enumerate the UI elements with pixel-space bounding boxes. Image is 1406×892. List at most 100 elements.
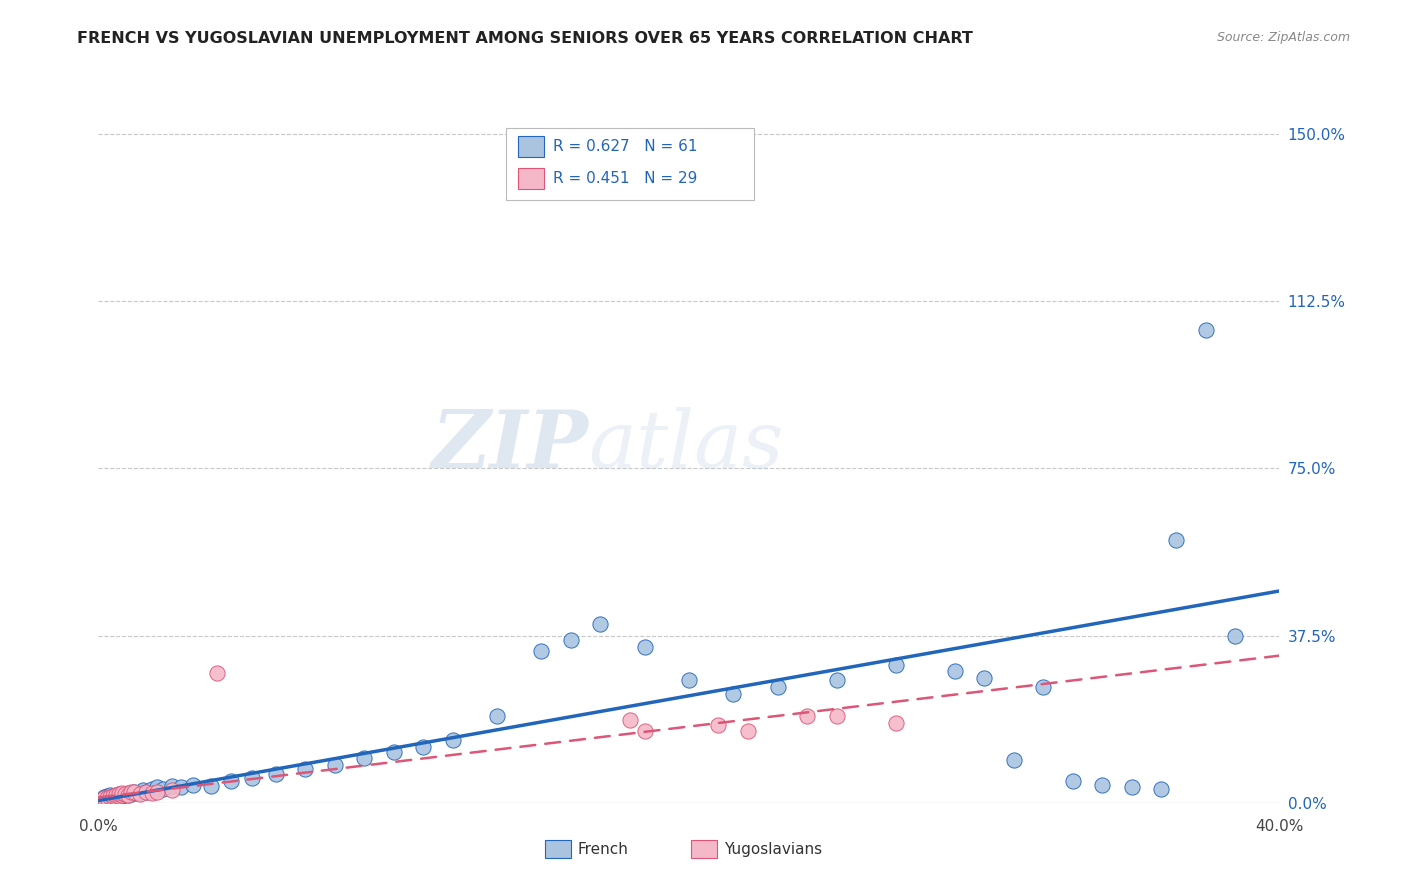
Point [103,789,125,804]
Point [152,782,174,797]
Text: ZIP: ZIP [432,408,589,484]
Point [111,789,134,804]
Point [441,733,464,747]
Point [98,790,121,805]
Point [135,785,157,799]
Point [1121,780,1143,795]
Point [589,617,612,632]
Point [723,687,745,701]
Text: R = 0.627   N = 61: R = 0.627 N = 61 [553,139,697,153]
Point [122,785,145,799]
Point [103,791,125,805]
Bar [692,840,717,858]
Point [1166,533,1188,547]
Point [117,788,139,802]
Point [323,758,346,772]
Point [353,751,375,765]
Point [146,780,169,795]
Point [114,787,136,801]
Point [114,787,136,801]
Point [90,794,112,808]
Point [707,717,730,731]
Point [170,780,193,795]
Point [146,785,169,799]
FancyBboxPatch shape [506,128,754,200]
Point [678,673,700,687]
Bar [546,840,571,858]
Text: Source: ZipAtlas.com: Source: ZipAtlas.com [1216,31,1350,45]
Point [103,791,125,805]
Point [132,783,155,797]
Point [90,794,112,808]
Point [105,788,128,802]
Point [103,789,125,804]
Point [181,778,204,792]
Point [634,640,657,654]
Point [382,744,405,758]
Point [93,790,115,805]
Bar [517,168,544,189]
Point [1150,782,1173,797]
Point [1032,680,1054,694]
Point [96,791,118,805]
Point [93,791,115,805]
Point [117,786,139,800]
Point [973,671,995,685]
Point [560,633,582,648]
Point [108,787,131,801]
Point [619,714,641,728]
Point [128,787,150,801]
Point [108,787,131,801]
Point [264,767,287,781]
Point [486,708,509,723]
Point [737,724,759,739]
Point [205,666,228,681]
Point [634,724,657,739]
Point [120,785,142,799]
Point [1195,323,1218,337]
Point [884,657,907,672]
Point [122,785,145,799]
Point [796,708,818,723]
Point [162,783,183,797]
Point [111,786,134,800]
Point [105,788,128,802]
Point [141,786,163,800]
Point [105,790,128,805]
Point [825,708,848,723]
Point [105,790,128,805]
Point [93,792,115,806]
Point [120,787,142,801]
Text: French: French [578,842,628,856]
Point [221,773,243,788]
Point [141,782,163,797]
Point [943,664,966,679]
Point [117,788,139,802]
Point [111,788,134,802]
Point [825,673,848,687]
Point [200,779,222,793]
Point [240,771,263,786]
Point [1091,778,1114,792]
Text: atlas: atlas [589,408,785,484]
Point [108,789,131,804]
Point [98,790,121,805]
Point [412,740,434,755]
Point [125,786,148,800]
Point [884,715,907,730]
Point [111,788,134,802]
Point [530,644,553,658]
Point [294,762,316,776]
Point [162,779,183,793]
Text: R = 0.451   N = 29: R = 0.451 N = 29 [553,171,697,186]
Point [108,789,131,804]
Text: FRENCH VS YUGOSLAVIAN UNEMPLOYMENT AMONG SENIORS OVER 65 YEARS CORRELATION CHART: FRENCH VS YUGOSLAVIAN UNEMPLOYMENT AMONG… [77,31,973,46]
Point [96,789,118,804]
Point [1002,753,1025,767]
Point [128,785,150,799]
Point [766,680,789,694]
Point [1225,628,1247,642]
Point [96,791,118,805]
Text: Yugoslavians: Yugoslavians [724,842,823,856]
Bar [517,136,544,157]
